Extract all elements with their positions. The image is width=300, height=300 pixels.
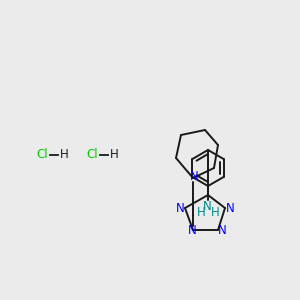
Text: N: N xyxy=(202,200,211,212)
Text: N: N xyxy=(190,170,198,184)
Text: H: H xyxy=(110,148,118,161)
Text: N: N xyxy=(226,202,234,214)
Text: H: H xyxy=(196,206,206,220)
Text: H: H xyxy=(60,148,68,161)
Text: N: N xyxy=(188,224,196,238)
Text: N: N xyxy=(176,202,184,214)
Text: H: H xyxy=(211,206,219,220)
Text: Cl: Cl xyxy=(86,148,98,161)
Text: N: N xyxy=(218,224,226,238)
Text: Cl: Cl xyxy=(36,148,48,161)
